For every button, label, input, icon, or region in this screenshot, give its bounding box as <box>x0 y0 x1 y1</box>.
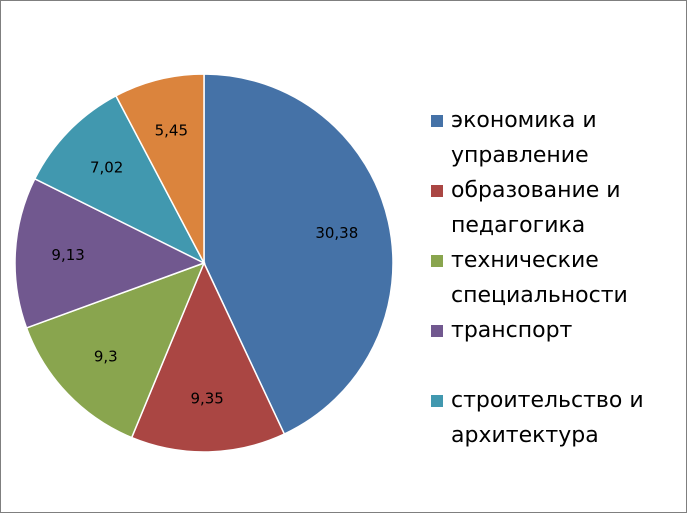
legend-swatch <box>431 395 443 407</box>
legend-spacer <box>431 348 681 383</box>
pie-slice-3 <box>25 261 206 439</box>
legend-label-line: технические <box>451 248 599 273</box>
pie-slice-4 <box>14 177 206 329</box>
legend-item-transport: транспорт <box>431 313 681 348</box>
slice-data-label: 9,3 <box>94 348 118 366</box>
legend: экономика и управление образование и пед… <box>431 103 681 453</box>
pie-chart: 30,38 9,35 9,3 9,13 7,02 5,45 <box>14 73 394 453</box>
legend-label-line: архитектура <box>451 423 599 448</box>
legend-label-line: экономика и <box>451 108 597 133</box>
pie-slice-6 <box>114 73 205 264</box>
pie-slice-2 <box>130 261 286 453</box>
legend-swatch <box>431 255 443 267</box>
slice-data-label: 9,35 <box>190 390 223 408</box>
legend-swatch <box>431 185 443 197</box>
legend-swatch <box>431 325 443 337</box>
pie-slice-1 <box>203 73 394 436</box>
legend-swatch <box>431 115 443 127</box>
legend-item-education: образование и педагогика <box>431 173 681 243</box>
slice-data-label: 30,38 <box>315 224 358 242</box>
legend-label-line: транспорт <box>451 318 573 343</box>
slice-data-label: 9,13 <box>51 246 84 264</box>
legend-label-line: педагогика <box>451 213 586 238</box>
pie-slice-5 <box>33 94 206 265</box>
slice-data-label: 5,45 <box>155 121 188 139</box>
legend-label-line: управление <box>451 143 589 168</box>
legend-item-technical: технические специальности <box>431 243 681 313</box>
legend-item-construction: строительство и архитектура <box>431 383 681 453</box>
legend-label-line: образование и <box>451 178 621 203</box>
slice-data-label: 7,02 <box>90 158 123 176</box>
legend-item-economics: экономика и управление <box>431 103 681 173</box>
legend-label-line: строительство и <box>451 388 644 413</box>
legend-label-line: специальности <box>451 283 628 308</box>
